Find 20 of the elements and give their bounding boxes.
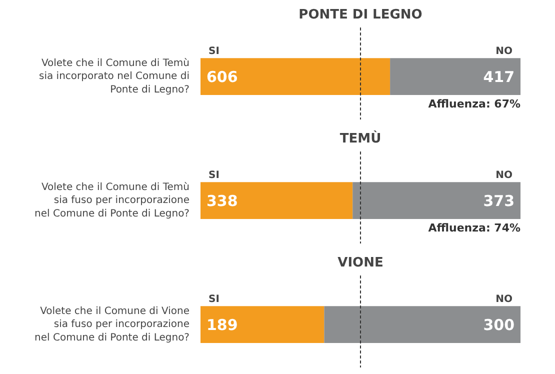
y-tick-label: Volete che il Comune di Temù sia fuso per incorporazione nel Comune di Ponte di Legno? [34, 182, 190, 220]
series-label: SI [208, 170, 220, 181]
data-label: 189 [206, 316, 238, 334]
data-label: 338 [206, 192, 238, 210]
data-label: 300 [483, 316, 514, 334]
chart-title: PONTE DI LEGNO [298, 8, 422, 22]
series-label: SI [208, 294, 220, 305]
series-label: NO [496, 294, 513, 305]
data-label: 417 [483, 68, 514, 86]
series-label: NO [496, 170, 513, 181]
data-label: 606 [206, 68, 238, 86]
text: Affluenza: 74% [428, 222, 520, 235]
chart-title: TEMÙ [340, 130, 382, 146]
data-label: 373 [483, 192, 514, 210]
chart-title: VIONE [338, 256, 384, 270]
y-tick-label: Volete che il Comune di Vione sia fuso per incorporazione nel Comune di Ponte di Legno? [34, 306, 190, 344]
series-label: NO [496, 46, 513, 57]
text: Affluenza: 67% [428, 98, 520, 111]
y-tick-label: Volete che il Comune di Temù sia incorporato nel Comune di Ponte di Legno? [39, 58, 190, 96]
series-label: SI [208, 46, 220, 57]
